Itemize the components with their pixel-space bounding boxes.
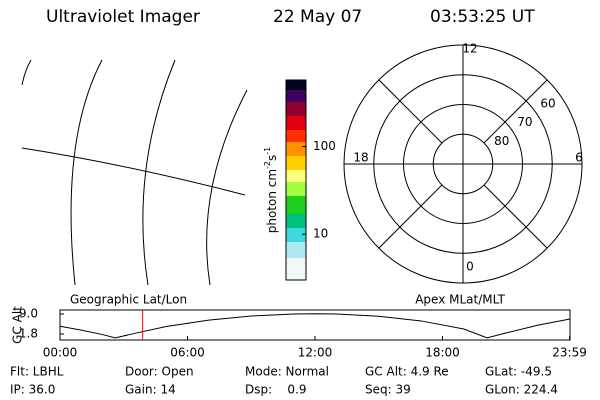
x-tick-label: 12:00 <box>298 346 333 360</box>
y-label: GC Alt <box>11 306 25 344</box>
ring-label: 60 <box>540 96 555 110</box>
info-field: GLon: 224.4 <box>485 383 558 397</box>
mlt-label: 6 <box>575 151 583 165</box>
geo-grid <box>21 59 248 286</box>
diagonal-line <box>378 79 443 144</box>
colorbar: photon cm-2s-1 100 10 <box>263 79 336 281</box>
mlt-label: 0 <box>466 260 474 274</box>
colorbar-tick-label: 10 <box>313 227 328 241</box>
info-field: Mode: Normal <box>245 365 329 379</box>
x-tick-label: 06:00 <box>170 346 205 360</box>
info-field: Gain: 14 <box>125 383 176 397</box>
info-field: GLat: -49.5 <box>485 365 552 379</box>
diagonal-line <box>483 79 548 144</box>
info-field: Seq: 39 <box>365 383 411 397</box>
instrument: Ultraviolet Imager <box>46 7 200 27</box>
ring <box>432 133 494 195</box>
info-field: GC Alt: 4.9 Re <box>365 365 449 379</box>
altitude-line <box>59 313 571 339</box>
ring <box>373 74 553 254</box>
altitude-plot: Geographic Lat/Lon Apex MLat/MLT GC Alt … <box>11 293 587 360</box>
date: 22 May 07 <box>273 7 362 27</box>
info-field: Dsp: 0.9 <box>245 383 307 397</box>
info-field: Door: Open <box>125 365 194 379</box>
info-field: Flt: LBHL <box>10 365 64 379</box>
colorbar-label: photon cm-2s-1 <box>263 147 279 234</box>
x-tick-label: 23:59 <box>552 346 587 360</box>
y-tick-label: 9.0 <box>19 307 38 321</box>
mlt-label: 18 <box>353 151 368 165</box>
x-tick-label: 18:00 <box>425 346 460 360</box>
ring <box>403 104 523 224</box>
left-label: Geographic Lat/Lon <box>70 293 187 307</box>
diagonal-line <box>483 184 548 249</box>
x-tick-label: 00:00 <box>43 346 78 360</box>
y-tick-label: 1.8 <box>19 327 38 341</box>
ring-label: 70 <box>517 115 532 129</box>
footer: Flt: LBHL Door: Open Mode: Normal GC Alt: 4… <box>10 365 558 397</box>
time: 03:53:25 UT <box>430 7 535 27</box>
ring-label: 80 <box>494 134 509 148</box>
diagonal-line <box>378 184 443 249</box>
mlt-label: 12 <box>462 42 477 56</box>
colorbar-tick-label: 100 <box>313 139 336 153</box>
ring <box>343 44 583 284</box>
info-field: IP: 36.0 <box>10 383 55 397</box>
right-label: Apex MLat/MLT <box>415 293 505 307</box>
